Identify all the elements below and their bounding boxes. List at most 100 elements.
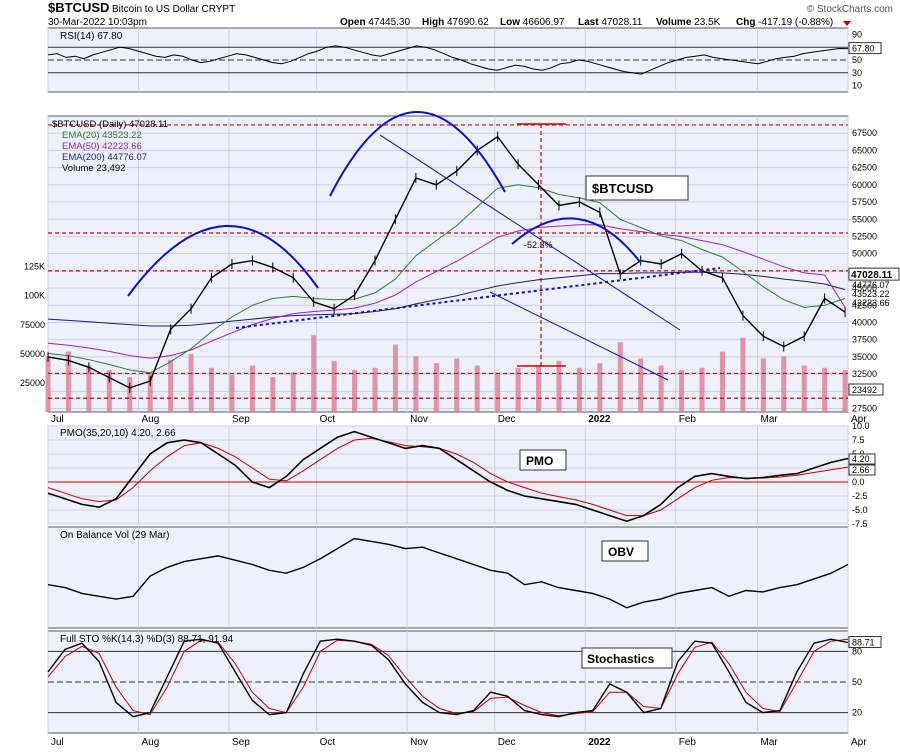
price-tick-label: 37500: [852, 335, 877, 345]
x-tick-label: Nov: [410, 414, 428, 425]
pmo-last-label: 2.66: [852, 465, 870, 475]
ema50-legend: EMA(50) 42223.66: [62, 141, 142, 152]
sto-d-line: [47, 638, 849, 717]
price-tick-label: 57500: [852, 197, 877, 207]
volume-tick-label: 25000: [20, 378, 45, 388]
volume-bar: [249, 365, 255, 412]
volume-bar: [106, 370, 112, 412]
volume-bar: [474, 365, 480, 412]
price-label-text: $BTCUSD: [592, 181, 653, 196]
volume-bar: [699, 367, 705, 412]
volume-bar: [86, 365, 92, 412]
volume-bar: [617, 342, 623, 412]
obv-panel: [47, 526, 849, 629]
price-tick-label: 62500: [852, 163, 877, 173]
volume-bar: [392, 344, 398, 412]
sto-last-box: [848, 636, 882, 649]
volume-bar: [413, 356, 419, 412]
volume-bar: [311, 335, 317, 412]
x-tick-label: Apr: [851, 414, 867, 425]
sto-label-box: [581, 647, 673, 669]
volume-bar: [495, 372, 501, 412]
price-tick-label: 60000: [852, 180, 877, 190]
quote-item: Last 47028.11: [578, 17, 643, 28]
price-tick-label: 35000: [852, 352, 877, 362]
volume-tick-label: 50000: [20, 349, 45, 359]
rsi-last-box: [848, 42, 882, 55]
quote-item: Low 46606.97: [500, 17, 565, 28]
x-tick-label: Mar: [760, 737, 778, 748]
volume-bar: [801, 365, 807, 412]
x-tick-label: Dec: [498, 414, 516, 425]
x-tick-label: 2022: [588, 414, 611, 425]
x-tick-label: Jul: [51, 737, 64, 748]
volume-bar: [331, 360, 337, 412]
pmo-label-box: [519, 449, 567, 471]
rsi-tick-label: 50: [852, 55, 862, 65]
volume-bar: [679, 370, 685, 412]
trendline: [379, 134, 681, 331]
obv-legend: On Balance Vol (29 Mar): [60, 530, 170, 541]
x-tick-label: Aug: [142, 414, 160, 425]
rsi-tick-label: 10: [852, 81, 862, 91]
pmo-tick-label: -5.0: [852, 505, 868, 515]
volume-bar: [168, 359, 174, 412]
quote-item: Chg -417.19 (-0.88%): [736, 17, 833, 28]
header-symbol: $BTCUSD: [48, 0, 109, 15]
sto-k-line: [47, 638, 849, 718]
volume-bar: [515, 367, 521, 412]
volume-bar: [781, 356, 787, 412]
trendline: [489, 291, 669, 381]
pmo-legend: PMO(35,20,10) 4.20, 2.66: [60, 428, 176, 439]
price-tick-label: 65000: [852, 145, 877, 155]
header-date: 30-Mar-2022 10:03pm: [48, 17, 147, 28]
x-tick-label: Mar: [760, 414, 778, 425]
volume-bar: [270, 377, 276, 412]
x-tick-label: Jul: [51, 414, 64, 425]
volume-bar: [842, 370, 848, 412]
quote-item: Open 47445.30: [340, 17, 410, 28]
rsi-tick-label: 90: [852, 29, 862, 39]
obv-label-text: OBV: [608, 545, 634, 559]
volume-tick-label: 75000: [20, 320, 45, 330]
price-panel: [47, 115, 849, 413]
volume-bar: [454, 358, 460, 412]
pmo-tick-label: -7.5: [852, 519, 868, 529]
pmo-last-box: [848, 453, 876, 465]
x-tick-label: Oct: [320, 414, 336, 425]
price-tick-label: 45000: [852, 283, 877, 293]
volume-bar: [45, 356, 51, 412]
quote-item: High 47690.62: [422, 17, 489, 28]
pmo-label-text: PMO: [526, 454, 553, 468]
volume-legend: Volume 23,492: [62, 163, 125, 174]
sto-last-label: 88.71: [852, 638, 875, 648]
volume-bar: [576, 367, 582, 412]
obv-label-box: [601, 540, 649, 562]
price-tick-label: 52500: [852, 231, 877, 241]
x-tick-label: Oct: [320, 737, 336, 748]
rsi-tick-label: 30: [852, 68, 862, 78]
ema20-legend: EMA(20) 43523.22: [62, 130, 142, 141]
last-price-box: [848, 267, 900, 281]
volume-bar: [822, 367, 828, 412]
volume-tick-label: 100K: [24, 291, 45, 301]
pmo-tick-label: 10.0: [852, 421, 870, 431]
volume-bar: [65, 351, 71, 412]
rsi-legend: RSI(14) 67.80: [60, 31, 123, 42]
ema20-line: [47, 184, 846, 374]
volume-bar: [209, 367, 215, 412]
sto-tick-label: 80: [852, 646, 862, 656]
volume-bar: [188, 353, 194, 412]
volume-bar: [760, 358, 766, 412]
volume-bar: [740, 337, 746, 412]
price-tick-label: 40000: [852, 318, 877, 328]
volume-bar: [719, 351, 725, 412]
price-legend: $BTCUSD (Daily) 47028.11: [52, 119, 168, 130]
sto-label-text: Stochastics: [587, 652, 655, 666]
pmo-line: [47, 430, 849, 523]
x-tick-label: 2022: [588, 737, 611, 748]
ema200-legend: EMA(200) 44776.07: [62, 152, 147, 163]
ema200-line: [47, 271, 846, 327]
